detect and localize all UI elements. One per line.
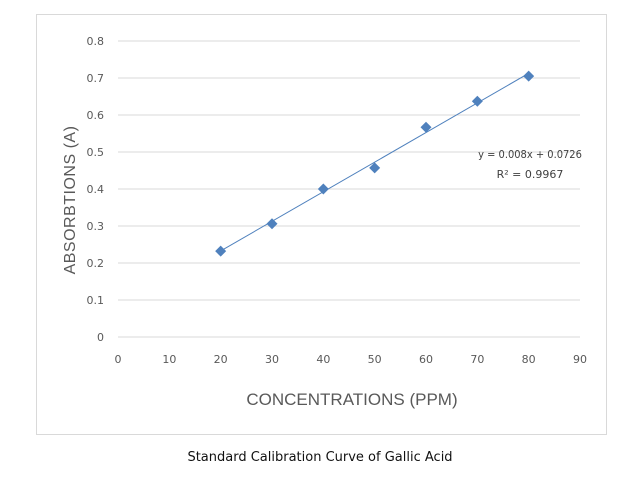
data-point [369, 162, 381, 174]
x-axis-title: CONCENTRATIONS (PPM) [246, 390, 457, 409]
chart-frame: 0 0.1 0.2 0.3 0.4 0.5 0.6 0.7 0.8 0 10 20 30 40 50 60 7… [36, 14, 607, 435]
data-point [471, 95, 483, 107]
data-point [317, 183, 329, 195]
x-tick-label: 10 [162, 353, 176, 366]
scatter-chart: 0 0.1 0.2 0.3 0.4 0.5 0.6 0.7 0.8 0 10 20 30 40 50 60 7… [62, 35, 588, 409]
y-tick-label: 0.7 [87, 72, 105, 85]
y-tick-label: 0 [97, 331, 104, 344]
data-point [420, 121, 432, 133]
y-tick-label: 0.3 [87, 220, 105, 233]
x-tick-label: 90 [573, 353, 587, 366]
y-tick-label: 0.8 [87, 35, 105, 48]
data-point [215, 245, 227, 257]
x-tick-label: 40 [316, 353, 330, 366]
grid-lines [118, 40, 580, 338]
x-tick-label: 70 [470, 353, 484, 366]
x-tick-label: 30 [265, 353, 279, 366]
equation-label: y = 0.008x + 0.0726 [478, 148, 582, 161]
x-axis-ticks: 0 10 20 30 40 50 60 70 80 90 [115, 353, 588, 366]
x-tick-label: 60 [419, 353, 433, 366]
y-tick-label: 0.1 [87, 294, 105, 307]
r-squared-label: R² = 0.9967 [497, 168, 564, 181]
data-point [266, 218, 278, 230]
figure-caption: Standard Calibration Curve of Gallic Aci… [187, 450, 453, 465]
trendline [220, 72, 529, 252]
y-axis-title: ABSORBTIONS (A) [62, 126, 79, 275]
data-points [215, 70, 535, 257]
x-tick-label: 50 [368, 353, 382, 366]
x-tick-label: 20 [214, 353, 228, 366]
y-tick-label: 0.2 [87, 257, 105, 270]
trendline-group [220, 72, 529, 252]
y-axis-ticks: 0 0.1 0.2 0.3 0.4 0.5 0.6 0.7 0.8 [87, 35, 105, 344]
y-tick-label: 0.6 [87, 109, 105, 122]
data-point [523, 70, 535, 82]
x-tick-label: 0 [115, 353, 122, 366]
y-tick-label: 0.4 [87, 183, 105, 196]
y-tick-label: 0.5 [87, 146, 105, 159]
x-tick-label: 80 [522, 353, 536, 366]
